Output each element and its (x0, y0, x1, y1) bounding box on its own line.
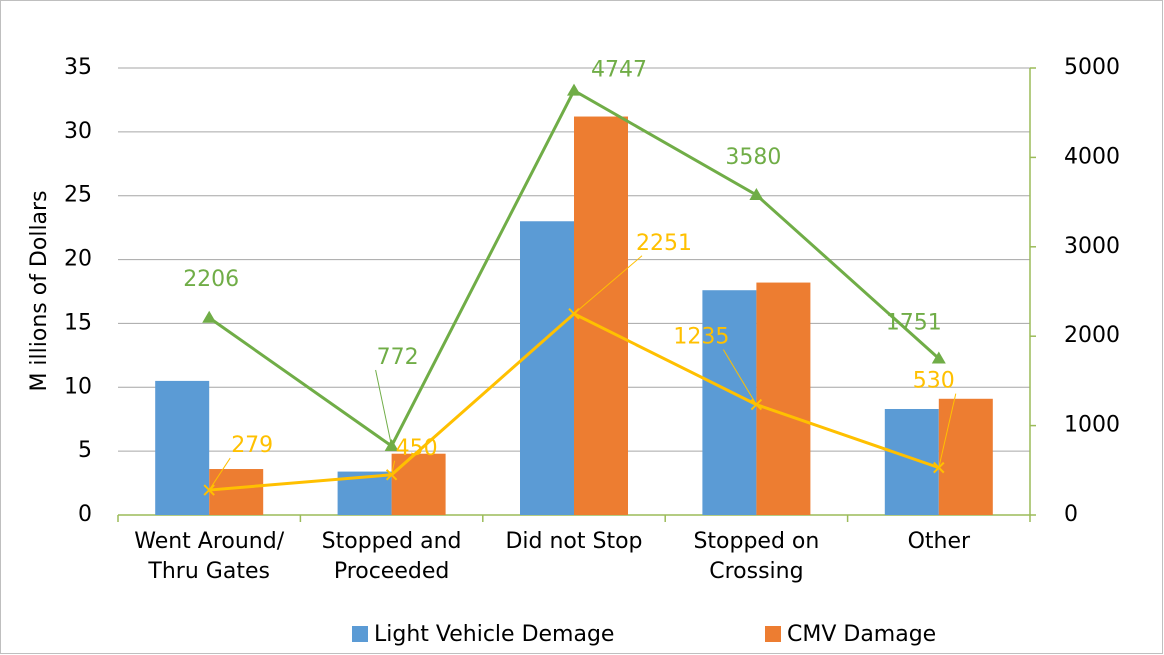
leader-line (573, 255, 643, 315)
data-label: 3580 (725, 145, 781, 170)
x-tick-label: Went Around/ Thru Gates (134, 529, 285, 584)
y-tick-label: 10 (64, 374, 92, 399)
y-tick-label: 25 (64, 183, 92, 208)
data-label: 530 (913, 369, 955, 394)
leader-line (391, 460, 396, 475)
bar (209, 469, 264, 515)
y2-tick-label: 5000 (1064, 55, 1120, 80)
x-tick-label: Did not Stop (505, 529, 643, 554)
y-tick-label: 0 (78, 502, 92, 527)
bar (574, 116, 628, 515)
leader-line (375, 369, 393, 447)
y2-tick-label: 1000 (1064, 413, 1120, 438)
bar (155, 380, 210, 515)
bar (756, 282, 811, 515)
leader-line (722, 349, 757, 405)
y-tick-label: 30 (64, 119, 92, 144)
y-axis-label: M illions of Dollars (27, 190, 52, 391)
y-tick-label: 20 (64, 247, 92, 272)
data-label: 279 (231, 433, 273, 458)
marker (202, 310, 217, 323)
y2-tick-label: 2000 (1064, 323, 1120, 348)
x-tick-label: Stopped and Proceeded (321, 529, 462, 584)
data-label: 450 (396, 436, 438, 461)
bar (391, 453, 446, 515)
legend-label: Light Vehicle Demage (374, 622, 614, 647)
leader-line (208, 457, 231, 491)
data-label: 2206 (183, 267, 239, 292)
y-tick-label: 15 (64, 310, 92, 335)
legend-swatch (352, 626, 368, 642)
legend-label: CMV Damage (787, 622, 936, 647)
data-label: 1235 (673, 325, 729, 350)
x-tick-label: Stopped on Crossing (693, 529, 820, 584)
marker (931, 351, 946, 364)
leader-line (938, 393, 957, 468)
y-tick-label: 35 (64, 55, 92, 80)
data-label: 1751 (886, 310, 942, 335)
bar (938, 398, 993, 515)
data-label: 4747 (591, 58, 647, 83)
legend-swatch (765, 626, 781, 642)
x-tick-label: Other (907, 529, 971, 554)
y2-tick-label: 3000 (1064, 234, 1120, 259)
data-label: 2251 (636, 231, 692, 256)
bar (702, 290, 757, 515)
marker (567, 83, 581, 96)
data-label: 772 (377, 345, 419, 370)
marker (749, 187, 764, 200)
bar (884, 408, 939, 515)
y2-tick-label: 4000 (1064, 144, 1120, 169)
bar (520, 221, 574, 515)
y2-tick-label: 0 (1064, 502, 1078, 527)
y-tick-label: 5 (78, 438, 92, 463)
